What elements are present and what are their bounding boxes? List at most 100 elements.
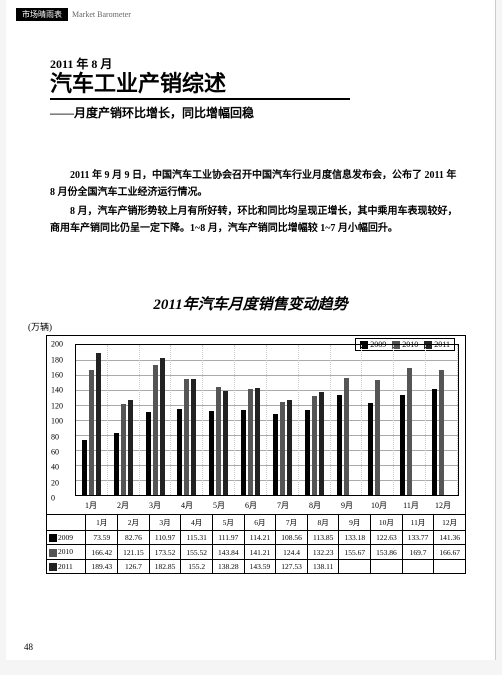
bar (280, 402, 285, 495)
plot-area (75, 344, 459, 496)
month-group (235, 345, 267, 495)
bar (368, 403, 373, 495)
month-group (426, 345, 458, 495)
bar (375, 380, 380, 495)
bar (407, 368, 412, 495)
table-row-header: 2009 (47, 531, 86, 545)
month-group (76, 345, 108, 495)
table-header: 3月 (149, 515, 181, 531)
month-group (299, 345, 331, 495)
bar (248, 389, 253, 495)
page-header: 市场晴雨表 Market Barometer (6, 0, 495, 25)
table-cell (371, 559, 403, 573)
table-cell: 111.97 (212, 531, 244, 545)
bar (128, 400, 133, 495)
title-eyebrow: 2011 年 8 月 (50, 55, 495, 72)
bar (184, 379, 189, 496)
bar (160, 358, 165, 495)
y-tick: 200 (51, 340, 63, 349)
bar (400, 395, 405, 495)
y-tick: 0 (51, 494, 55, 503)
page-subtitle: ——月度产销环比增长，同比增幅回稳 (50, 104, 495, 121)
table-cell: 126.7 (118, 559, 150, 573)
chart-title: 2011年汽车月度销售变动趋势 (6, 293, 495, 314)
bar (153, 365, 158, 495)
x-tick: 10月 (363, 500, 395, 511)
x-tick: 5月 (203, 500, 235, 511)
table-cell: 122.63 (371, 531, 403, 545)
bar (255, 388, 260, 496)
bar (432, 389, 437, 495)
x-tick: 12月 (427, 500, 459, 511)
table-header: 6月 (244, 515, 276, 531)
title-rule (50, 98, 350, 100)
table-cell (434, 559, 466, 573)
month-group (267, 345, 299, 495)
table-cell: 189.43 (86, 559, 118, 573)
x-tick: 3月 (139, 500, 171, 511)
table-cell: 155.2 (181, 559, 213, 573)
month-group (331, 345, 363, 495)
table-cell (339, 559, 371, 573)
table-cell: 133.77 (402, 531, 434, 545)
table-cell: 141.21 (244, 545, 276, 559)
x-tick: 8月 (299, 500, 331, 511)
table-cell: 108.56 (276, 531, 308, 545)
header-badge: 市场晴雨表 (16, 8, 68, 21)
table-cell: 169.7 (402, 545, 434, 559)
bar (273, 414, 278, 495)
bar (223, 391, 228, 495)
data-table: 1月2月3月4月5月6月7月8月9月10月11月12月200973.5982.7… (46, 514, 466, 574)
table-cell: 138.11 (307, 559, 339, 573)
x-tick: 1月 (75, 500, 107, 511)
table-cell: 155.67 (339, 545, 371, 559)
x-tick: 2月 (107, 500, 139, 511)
table-cell (402, 559, 434, 573)
y-tick: 40 (51, 463, 59, 472)
table-row-header: 2010 (47, 545, 86, 559)
header-eng: Market Barometer (72, 10, 131, 19)
bar (209, 411, 214, 495)
table-header: 5月 (212, 515, 244, 531)
month-group (394, 345, 426, 495)
bar (82, 440, 87, 495)
page-number: 48 (24, 642, 33, 652)
table-header: 9月 (339, 515, 371, 531)
bar (146, 412, 151, 495)
body-paragraph: 2011 年 9 月 9 日，中国汽车工业协会召开中国汽车行业月度信息发布会，公… (50, 167, 459, 201)
month-group (171, 345, 203, 495)
table-cell: 82.76 (118, 531, 150, 545)
table-cell: 133.18 (339, 531, 371, 545)
y-tick: 100 (51, 417, 63, 426)
table-cell: 153.86 (371, 545, 403, 559)
month-group (140, 345, 172, 495)
y-tick: 160 (51, 370, 63, 379)
y-tick: 80 (51, 432, 59, 441)
bar (287, 400, 292, 496)
x-tick: 6月 (235, 500, 267, 511)
y-tick: 20 (51, 478, 59, 487)
bar (305, 410, 310, 495)
table-cell: 127.53 (276, 559, 308, 573)
table-cell: 143.59 (244, 559, 276, 573)
table-cell: 138.28 (212, 559, 244, 573)
bar (241, 410, 246, 496)
month-group (108, 345, 140, 495)
bar (344, 378, 349, 495)
bar (319, 392, 324, 496)
table-header: 7月 (276, 515, 308, 531)
table-cell: 114.21 (244, 531, 276, 545)
bar (191, 379, 196, 495)
chart-container: (万辆) 200920102011 0204060801001201401601… (46, 320, 471, 574)
table-cell: 141.36 (434, 531, 466, 545)
bar (177, 409, 182, 495)
table-cell: 132.23 (307, 545, 339, 559)
table-cell: 166.67 (434, 545, 466, 559)
table-header: 11月 (402, 515, 434, 531)
bar (216, 387, 221, 495)
table-cell: 143.84 (212, 545, 244, 559)
bar (114, 433, 119, 495)
body-paragraph: 8 月，汽车产销形势较上月有所好转，环比和同比均呈现正增长，其中乘用车表现较好，… (50, 203, 459, 237)
y-tick: 120 (51, 401, 63, 410)
table-header: 10月 (371, 515, 403, 531)
